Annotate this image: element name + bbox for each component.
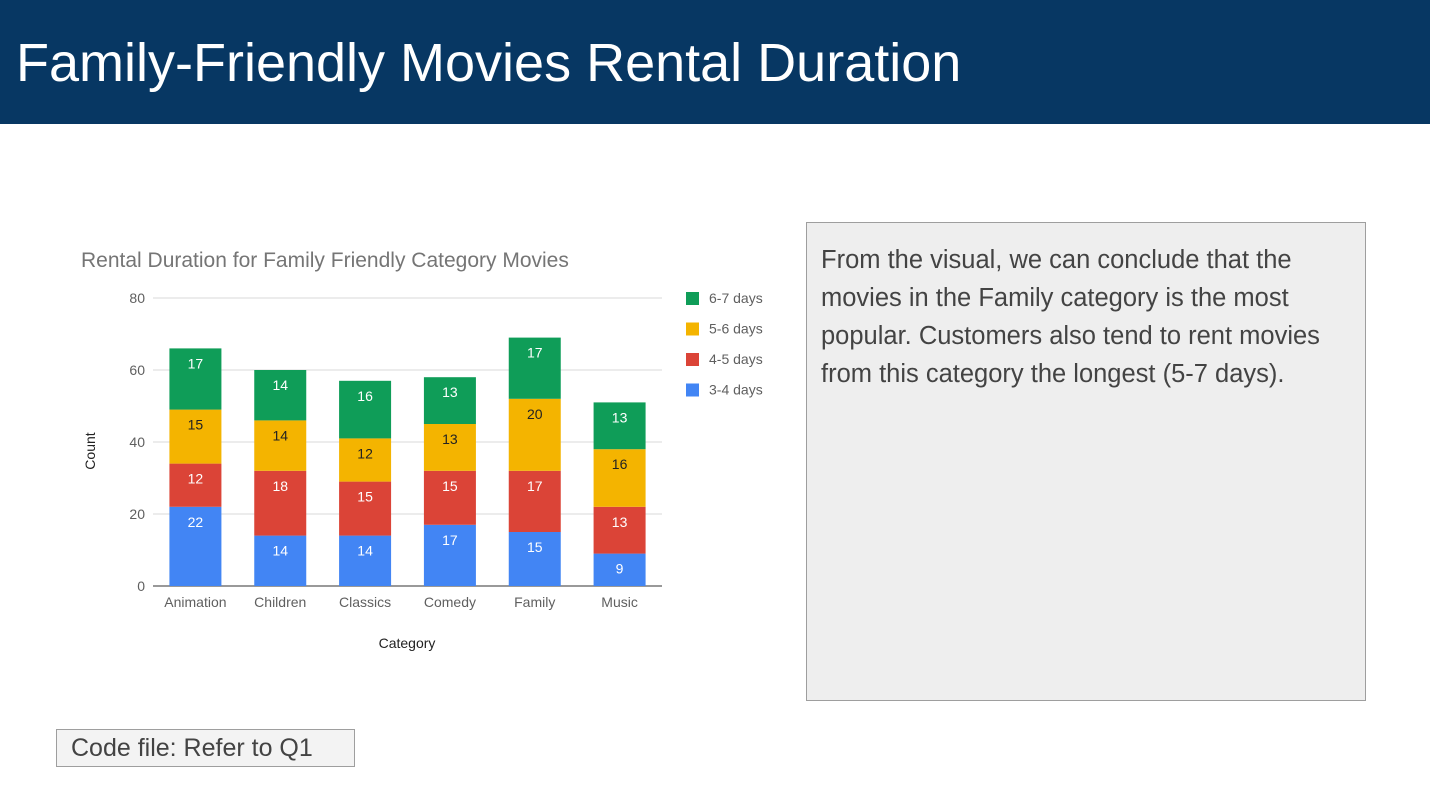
bar-value-label: 20 (527, 406, 543, 422)
bar-segment (169, 409, 222, 464)
legend-swatch (686, 322, 699, 336)
bar-segment (254, 535, 307, 586)
code-file-reference: Code file: Refer to Q1 (56, 729, 355, 767)
chart-svg: Rental Duration for Family Friendly Cate… (81, 249, 763, 651)
legend-label: 5-6 days (709, 321, 763, 337)
bar-segment (423, 470, 476, 525)
bar-value-label: 15 (357, 489, 373, 505)
x-tick-label: Family (514, 594, 555, 610)
bar-value-label: 15 (188, 417, 204, 433)
bar-value-label: 13 (442, 431, 458, 447)
y-tick-label: 20 (129, 506, 145, 522)
legend-label: 6-7 days (709, 290, 763, 306)
bar-value-label: 14 (357, 543, 373, 559)
bar-segment (593, 506, 646, 554)
bar-value-label: 13 (612, 409, 628, 425)
bar-value-label: 18 (272, 478, 288, 494)
bar-segment (339, 481, 392, 536)
stacked-bar-chart: Rental Duration for Family Friendly Cate… (60, 235, 790, 665)
title-bar: Family-Friendly Movies Rental Duration (0, 0, 1430, 124)
bar-segment (593, 449, 646, 507)
bar-segment (593, 402, 646, 450)
bar-segment (169, 348, 222, 410)
bar-value-label: 14 (272, 377, 288, 393)
bar-value-label: 17 (527, 345, 543, 361)
bar-value-label: 15 (442, 478, 458, 494)
bar-value-label: 22 (188, 514, 204, 530)
y-axis-ticks: 0 20 40 60 80 (129, 290, 145, 594)
bar-segment (254, 420, 307, 471)
y-axis-label: Count (82, 432, 98, 469)
bar-value-label: 13 (442, 384, 458, 400)
bar-segment (169, 506, 222, 586)
chart-bars: 22 12 15 17 14 18 14 14 14 15 12 16 17 15 13 13 15 17 20 17… (169, 337, 646, 586)
bar-value-label: 17 (527, 478, 543, 494)
x-axis-ticks: Animation Children Classics Comedy Family Mus… (164, 594, 638, 610)
bar-segment (423, 524, 476, 586)
legend-swatch (686, 353, 699, 366)
chart-title: Rental Duration for Family Friendly Cate… (81, 249, 569, 272)
bar-value-label: 17 (442, 532, 458, 548)
bar-value-label: 12 (357, 445, 373, 461)
bar-segment (169, 463, 222, 507)
chart-legend: 6-7 days 5-6 days 4-5 days 3-4 days (686, 290, 763, 398)
conclusion-box: From the visual, we can conclude that th… (806, 222, 1366, 701)
y-tick-label: 0 (137, 578, 145, 594)
legend-swatch (686, 383, 699, 397)
legend-label: 3-4 days (709, 382, 763, 398)
legend-label: 4-5 days (709, 351, 763, 367)
bar-value-label: 14 (272, 543, 288, 559)
bar-segment (508, 398, 561, 471)
bar-segment (508, 337, 561, 399)
chart-gridlines (153, 297, 662, 587)
bar-value-label: 16 (357, 388, 373, 404)
legend-swatch (686, 292, 699, 305)
bar-segment (593, 553, 646, 586)
conclusion-text: From the visual, we can conclude that th… (821, 246, 1320, 388)
bar-value-label: 13 (612, 514, 628, 530)
x-axis-label: Category (379, 635, 436, 651)
y-tick-label: 40 (129, 434, 145, 450)
bar-segment (508, 470, 561, 532)
bar-value-label: 15 (527, 539, 543, 555)
bar-value-label: 9 (616, 561, 624, 577)
bar-segment (423, 377, 476, 424)
slide-title: Family-Friendly Movies Rental Duration (16, 33, 962, 93)
bar-value-label: 16 (612, 456, 628, 472)
bar-segment (339, 535, 392, 586)
y-tick-label: 60 (129, 362, 145, 378)
bar-segment (339, 438, 392, 482)
bar-value-label: 17 (188, 355, 204, 371)
bar-segment (508, 532, 561, 586)
bar-value-label: 14 (272, 427, 288, 443)
bar-segment (254, 470, 307, 536)
bar-segment (423, 424, 476, 471)
x-tick-label: Music (601, 594, 638, 610)
x-tick-label: Children (254, 594, 306, 610)
x-tick-label: Animation (164, 594, 226, 610)
bar-segment (254, 370, 307, 421)
bar-segment (339, 380, 392, 439)
x-tick-label: Comedy (424, 594, 476, 610)
bar-value-label: 12 (188, 471, 204, 487)
y-tick-label: 80 (129, 290, 145, 306)
x-tick-label: Classics (339, 594, 391, 610)
